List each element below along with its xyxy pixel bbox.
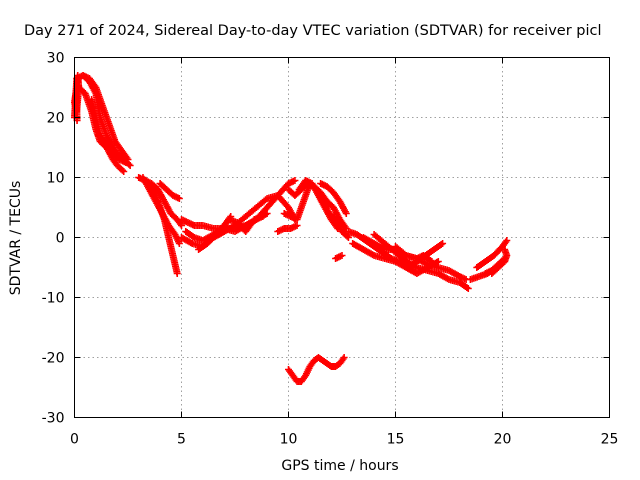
data-point [259, 213, 267, 220]
data-points [71, 72, 511, 385]
y-tick-labels: -30 -20 -10 0 10 20 30 [42, 51, 65, 427]
y-tick-label: -10 [42, 291, 65, 307]
data-point [501, 246, 509, 253]
y-tick-label: 0 [56, 231, 65, 247]
axis-ticks [74, 57, 610, 418]
data-point [443, 275, 451, 283]
data-point [178, 222, 185, 229]
data-point [369, 251, 377, 259]
x-tick-label: 25 [601, 432, 619, 448]
data-point [379, 245, 387, 253]
data-point [503, 237, 511, 244]
data-point [343, 232, 351, 240]
data-point [187, 239, 195, 247]
x-tick-label: 0 [70, 432, 79, 448]
x-tick-label: 10 [280, 432, 298, 448]
data-point [334, 225, 342, 232]
data-point [434, 258, 442, 265]
x-tick-label: 5 [177, 432, 186, 448]
y-tick-label: 20 [47, 111, 65, 127]
data-point [437, 241, 445, 248]
data-point [502, 238, 510, 246]
y-tick-label: -30 [42, 411, 65, 427]
data-point [338, 252, 346, 259]
data-point [122, 159, 130, 166]
y-tick-label: 30 [47, 51, 65, 67]
data-point [176, 220, 184, 228]
y-tick-label: 10 [47, 171, 65, 187]
data-point [291, 177, 299, 184]
chart-title: Day 271 of 2024, Sidereal Day-to-day VTE… [24, 23, 602, 39]
data-point [499, 256, 507, 264]
data-point [341, 223, 349, 231]
x-axis-label: GPS time / hours [281, 458, 398, 474]
y-tick-label: -20 [42, 351, 65, 367]
data-point [439, 240, 447, 247]
data-point [463, 284, 471, 291]
data-point [411, 263, 419, 271]
data-point [123, 154, 131, 162]
x-tick-label: 15 [387, 432, 405, 448]
data-point [426, 257, 434, 264]
data-point [428, 258, 436, 265]
data-point [120, 168, 128, 175]
data-point [340, 354, 348, 361]
x-tick-label: 20 [494, 432, 512, 448]
data-point [175, 240, 183, 247]
data-point [464, 285, 472, 292]
data-point [501, 255, 509, 262]
y-axis-label: SDTVAR / TECUs [8, 181, 24, 296]
data-point [173, 270, 181, 277]
data-point [263, 210, 271, 217]
data-point [333, 223, 341, 231]
data-point [342, 210, 350, 217]
grid-lines [74, 57, 610, 418]
data-point [118, 166, 126, 174]
data-point [422, 260, 430, 268]
data-point [339, 355, 347, 363]
data-point [175, 195, 183, 202]
data-point [126, 162, 134, 169]
data-point [293, 222, 301, 229]
data-point [344, 234, 352, 241]
x-tick-labels: 0 5 10 15 20 25 [70, 432, 618, 448]
